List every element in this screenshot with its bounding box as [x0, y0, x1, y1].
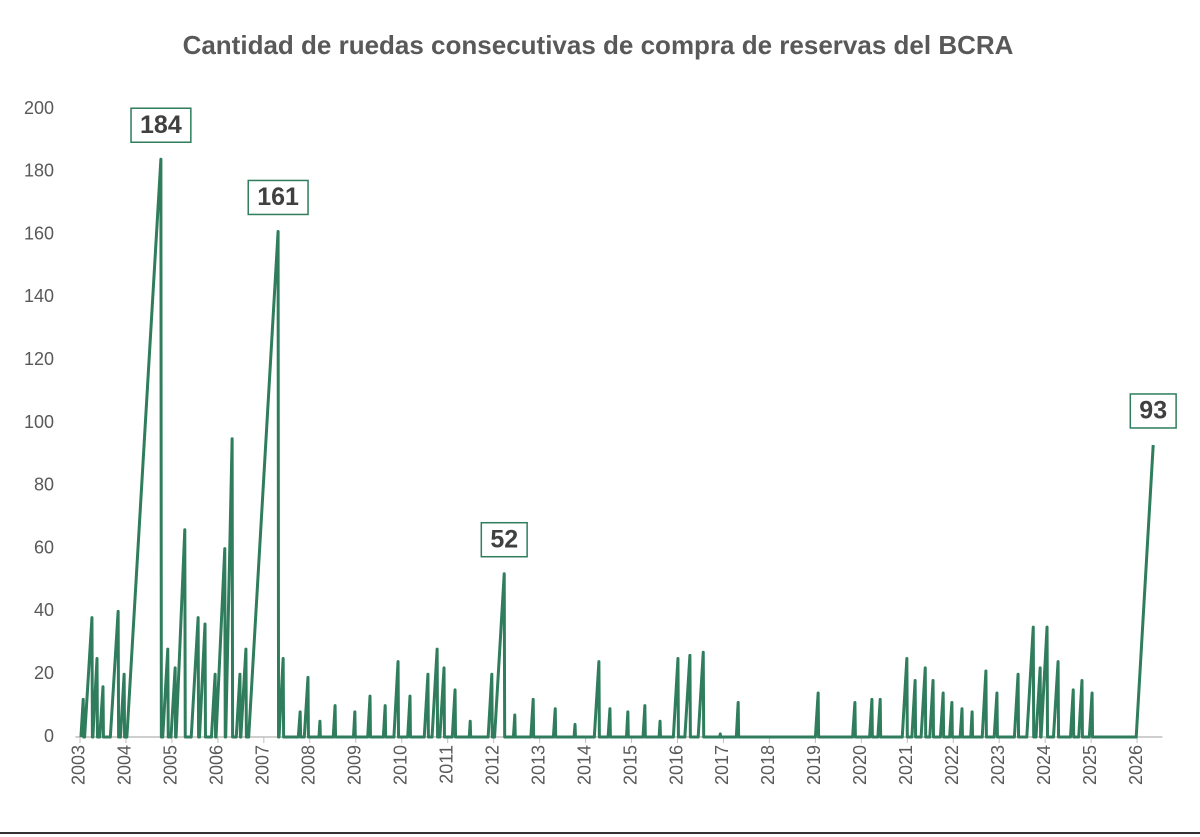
x-tick-label: 2013: [528, 745, 548, 785]
x-tick-label: 2017: [712, 745, 732, 785]
chart-title: Cantidad de ruedas consecutivas de compr…: [183, 30, 1014, 60]
x-tick-label: 2015: [620, 745, 640, 785]
annotation-label: 184: [140, 111, 182, 139]
y-tick-label: 100: [24, 412, 54, 432]
annotation-box: [247, 179, 309, 216]
x-tick-label: 2018: [758, 745, 778, 785]
x-tick-label: 2007: [253, 745, 273, 785]
x-tick-label: 2023: [988, 745, 1008, 785]
y-tick-label: 120: [24, 349, 54, 369]
x-tick-label: 2026: [1126, 745, 1146, 785]
x-tick-label: 2005: [161, 745, 181, 785]
annotation-box: [480, 521, 528, 558]
x-tick-label: 2004: [115, 745, 135, 785]
y-tick-label: 200: [24, 98, 54, 118]
x-tick-label: 2025: [1080, 745, 1100, 785]
x-tick-label: 2014: [574, 745, 594, 785]
x-tick-label: 2010: [390, 745, 410, 785]
y-tick-label: 140: [24, 286, 54, 306]
x-tick-label: 2020: [850, 745, 870, 785]
y-tick-label: 60: [34, 537, 54, 557]
annotation-box: [1129, 393, 1177, 429]
y-tick-label: 80: [34, 475, 54, 495]
annotation-box: [130, 107, 192, 143]
x-tick-label: 2006: [207, 745, 227, 785]
x-tick-label: 2021: [896, 745, 916, 785]
annotation-label: 161: [257, 183, 299, 211]
annotation-label: 52: [490, 525, 518, 553]
y-tick-label: 20: [34, 663, 54, 683]
y-tick-label: 180: [24, 161, 54, 181]
x-tick-label: 2008: [299, 745, 319, 785]
x-tick-label: 2019: [804, 745, 824, 785]
x-tick-label: 2016: [666, 745, 686, 785]
y-tick-label: 0: [44, 726, 54, 746]
annotation-label: 93: [1139, 397, 1167, 425]
y-tick-label: 40: [34, 600, 54, 620]
x-tick-label: 2009: [345, 745, 365, 785]
y-tick-label: 160: [24, 223, 54, 243]
x-tick-label: 2003: [69, 745, 89, 785]
data-line: [79, 157, 1155, 739]
x-tick-label: 2024: [1034, 745, 1054, 785]
x-tick-label: 2012: [482, 745, 502, 785]
x-tick-label: 2022: [942, 745, 962, 785]
x-tick-label: 2011: [436, 745, 456, 784]
